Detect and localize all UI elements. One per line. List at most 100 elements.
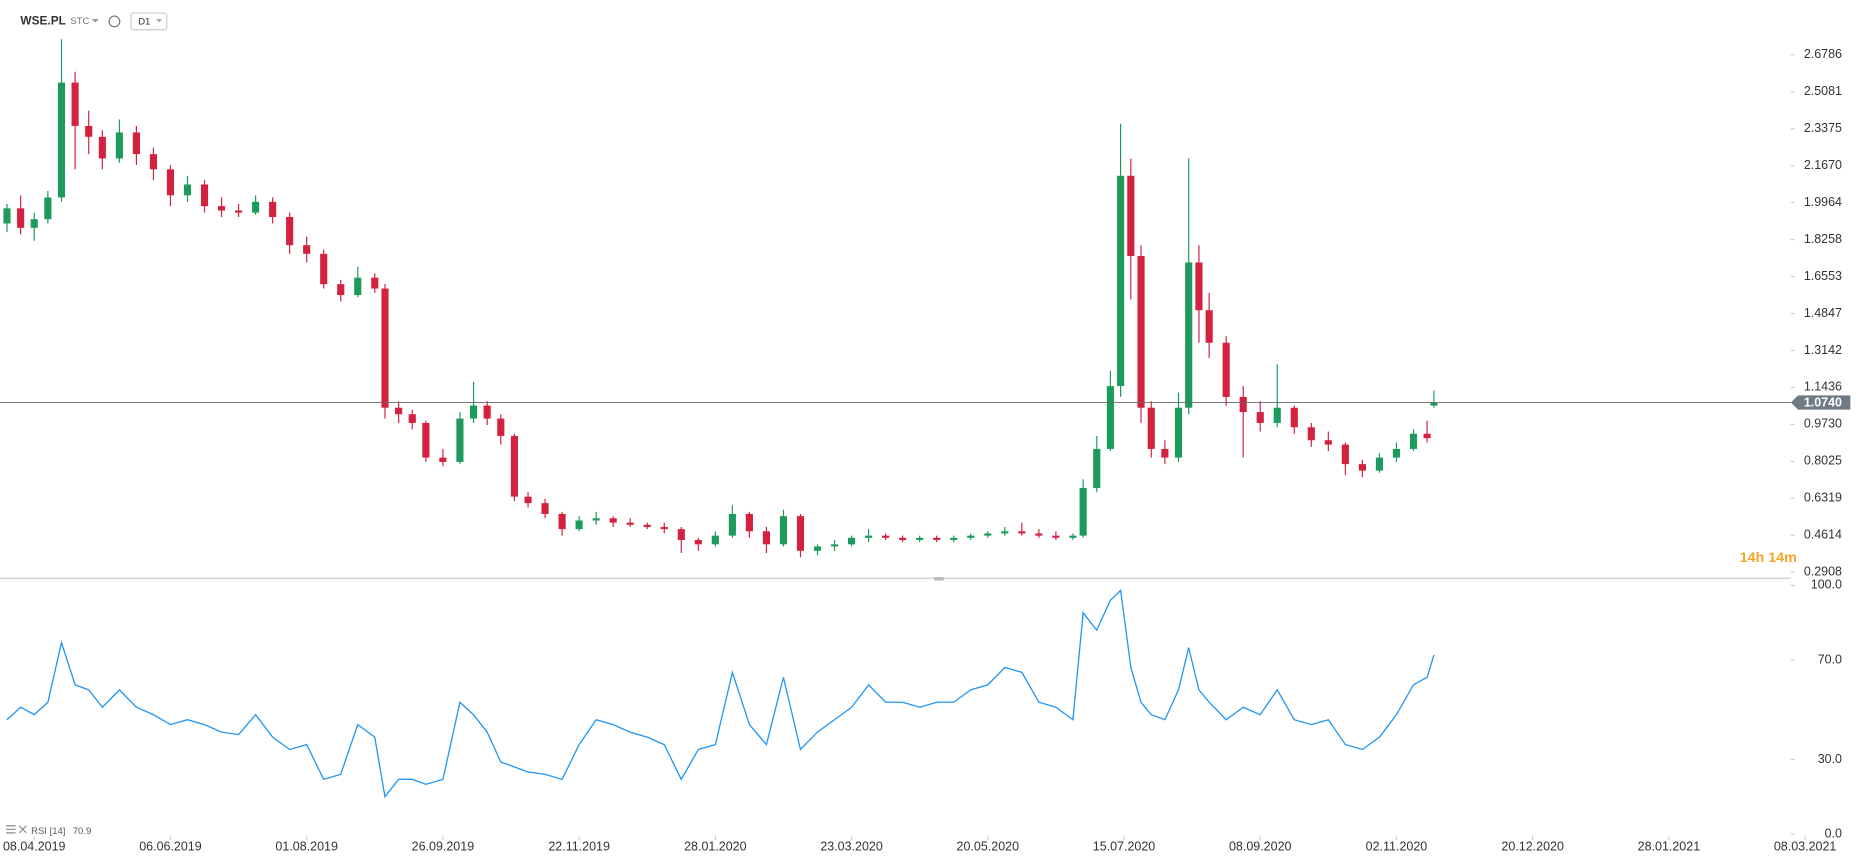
candle-body <box>149 154 157 170</box>
x-tick-label: 20.12.2020 <box>1501 839 1564 853</box>
candle-body <box>115 132 123 159</box>
candle-body <box>984 533 992 536</box>
candle-body <box>30 219 38 228</box>
candle-body <box>469 405 478 419</box>
candle-body <box>1069 535 1077 538</box>
x-tick-label: 28.01.2021 <box>1638 839 1701 853</box>
x-tick-label: 28.01.2020 <box>684 839 747 853</box>
candle-body <box>728 513 736 536</box>
interval-select[interactable] <box>130 12 168 31</box>
candle-body <box>456 418 464 462</box>
y-tick-label: 2.6786 <box>1804 47 1842 61</box>
candle-body <box>439 457 447 462</box>
candle-body <box>371 277 379 289</box>
last-price-label: 1.0740 <box>1804 395 1842 409</box>
dropdown-arrow[interactable] <box>91 19 99 23</box>
candle-body <box>1052 535 1060 538</box>
candle-body <box>395 407 403 415</box>
candle-body <box>354 277 362 296</box>
dropdown-arrow <box>156 19 162 23</box>
pane-resize-handle[interactable] <box>934 577 944 581</box>
x-tick-label: 01.08.2019 <box>275 839 338 853</box>
candle-body <box>269 201 277 217</box>
candle-body <box>510 435 518 497</box>
candle-body <box>865 535 873 538</box>
y-tick-label: 70.0 <box>1818 652 1842 666</box>
candle-body <box>17 208 25 228</box>
candle-body <box>541 503 549 514</box>
candle-body <box>217 206 226 211</box>
x-tick-label: 20.05.2020 <box>957 839 1020 853</box>
candle-body <box>1256 412 1264 423</box>
candle-body <box>1137 256 1145 408</box>
y-tick-label: 1.6553 <box>1804 269 1842 283</box>
candle-body <box>1161 448 1169 458</box>
x-tick-label: 06.06.2019 <box>139 839 202 853</box>
candle-body <box>1174 407 1183 458</box>
candle-body <box>1035 533 1043 536</box>
close-icon[interactable] <box>18 825 27 834</box>
y-tick-label: 2.1670 <box>1804 158 1842 172</box>
y-tick-label: 0.4614 <box>1804 528 1842 542</box>
candle-body <box>745 513 753 532</box>
candle-body <box>381 288 389 408</box>
x-tick-label: 08.09.2020 <box>1229 839 1292 853</box>
candle-body <box>1307 427 1315 441</box>
candle-body <box>711 535 719 545</box>
x-tick-label: 08.03.2021 <box>1774 839 1837 853</box>
candle-body <box>320 253 328 285</box>
x-tick-label: 02.11.2020 <box>1366 839 1428 853</box>
candle-body <box>483 405 491 419</box>
candle-body <box>575 520 583 530</box>
candle-body <box>933 537 941 540</box>
y-tick-label: 0.6319 <box>1804 491 1842 505</box>
mode[interactable]: STC <box>70 16 89 27</box>
y-tick-label: 0.8025 <box>1804 454 1842 468</box>
last-price-tag <box>1790 395 1851 410</box>
candle-body <box>847 537 856 545</box>
candle-body <box>899 537 907 540</box>
y-tick-label: 30.0 <box>1818 752 1842 766</box>
info-icon[interactable] <box>108 15 121 28</box>
candle-body <box>85 125 93 137</box>
y-tick-label: 0.0 <box>1825 826 1842 840</box>
candle-body <box>1324 440 1332 445</box>
x-tick-label: 22.11.2019 <box>548 839 610 853</box>
candle-body <box>592 518 600 521</box>
candle-body <box>57 82 66 198</box>
candle-body <box>882 535 890 538</box>
candle-body <box>286 216 294 246</box>
candle-body <box>1106 386 1114 449</box>
rsi-line <box>6 589 1435 799</box>
candle-body <box>497 418 505 436</box>
candle-body <box>200 184 209 207</box>
candle-body <box>1392 448 1401 458</box>
y-tick-label: 1.4847 <box>1804 306 1842 320</box>
current-value: 70.9 <box>73 826 92 837</box>
candle-body <box>1430 402 1438 406</box>
candle-body <box>1093 448 1101 488</box>
legend-label: RSI [14] <box>31 826 65 837</box>
candle-body <box>44 197 52 220</box>
candle-body <box>1273 407 1281 423</box>
menu-icon[interactable] <box>6 825 16 834</box>
candle-body <box>677 529 685 540</box>
candle-body <box>694 539 702 545</box>
candle-body <box>1222 342 1230 397</box>
interval[interactable]: D1 <box>138 17 150 28</box>
candle-body <box>950 537 958 540</box>
y-tick-label: 0.9730 <box>1804 417 1842 431</box>
candle-body <box>967 535 975 538</box>
symbol[interactable]: WSE.PL <box>20 14 66 28</box>
candle-body <box>1375 457 1383 471</box>
candle-body <box>1117 175 1125 387</box>
candle-body <box>660 526 668 530</box>
candle-body <box>779 516 788 545</box>
candle-body <box>234 210 243 213</box>
candle-body <box>1185 262 1193 408</box>
y-tick-label: 1.1436 <box>1804 380 1842 394</box>
candle-body <box>98 136 106 159</box>
y-tick-label: 1.3142 <box>1804 343 1842 357</box>
candle-body <box>916 537 924 540</box>
